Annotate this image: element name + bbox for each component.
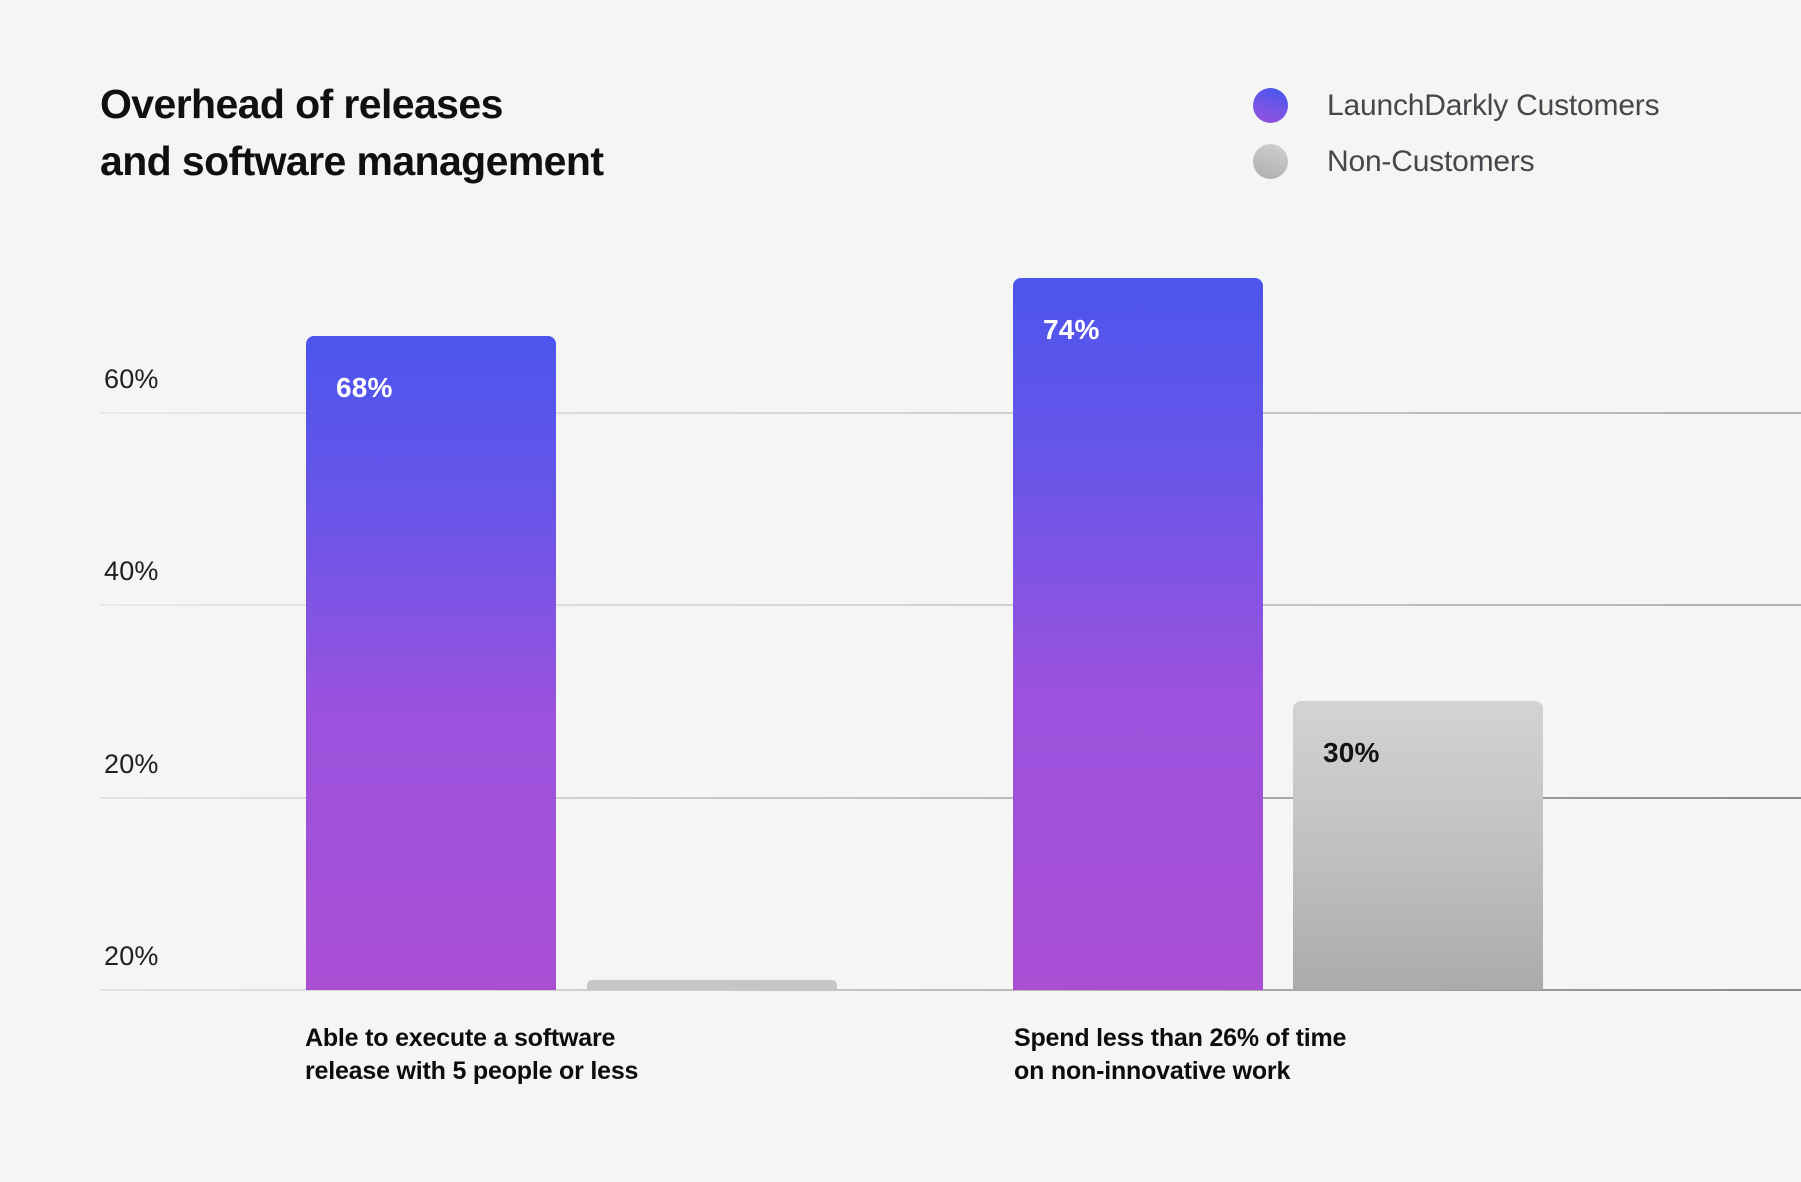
legend: LaunchDarkly Customers Non-Customers	[1253, 88, 1660, 200]
legend-swatch-purple-icon	[1253, 88, 1288, 123]
legend-item-launchdarkly-customers: LaunchDarkly Customers	[1253, 88, 1660, 123]
legend-item-non-customers: Non-Customers	[1253, 144, 1659, 179]
category-label-software-release: Able to execute a software release with 5…	[305, 1022, 638, 1088]
bar-value-label: 68%	[336, 372, 393, 403]
bar-value-label: 74%	[1043, 314, 1100, 345]
y-tick-label-60: 60%	[104, 364, 159, 394]
bar-value-label: 30%	[1323, 737, 1380, 768]
chart-title: Overhead of releases and software managem…	[100, 76, 604, 190]
gridline-20	[100, 797, 1801, 799]
chart-title-line-1: Overhead of releases	[100, 81, 503, 127]
y-tick-label-40: 40%	[104, 556, 159, 586]
category-label-line-1: Able to execute a software	[305, 1024, 616, 1052]
gridline-baseline	[100, 989, 1801, 991]
bar-customers-software-release: 68%	[306, 336, 556, 990]
gridline-60	[100, 412, 1801, 414]
y-tick-label-bottom: 20%	[104, 941, 159, 971]
category-label-line-2: on non-innovative work	[1014, 1057, 1291, 1085]
category-label-innovative-time: Spend less than 26% of time on non-innova…	[1014, 1022, 1346, 1088]
legend-label: LaunchDarkly Customers	[1327, 88, 1660, 122]
bar-noncustomers-innovative-time: 30%	[1293, 701, 1543, 990]
legend-label: Non-Customers	[1327, 144, 1535, 178]
y-tick-label-20: 20%	[104, 749, 159, 779]
bar-customers-innovative-time: 74%	[1013, 278, 1263, 990]
gridline-40	[100, 604, 1801, 606]
legend-swatch-gray-icon	[1253, 144, 1288, 179]
bar-noncustomers-software-release	[587, 980, 837, 990]
chart-title-line-2: and software management	[100, 138, 604, 184]
category-label-line-2: release with 5 people or less	[305, 1057, 639, 1085]
category-label-line-1: Spend less than 26% of time	[1014, 1024, 1347, 1052]
